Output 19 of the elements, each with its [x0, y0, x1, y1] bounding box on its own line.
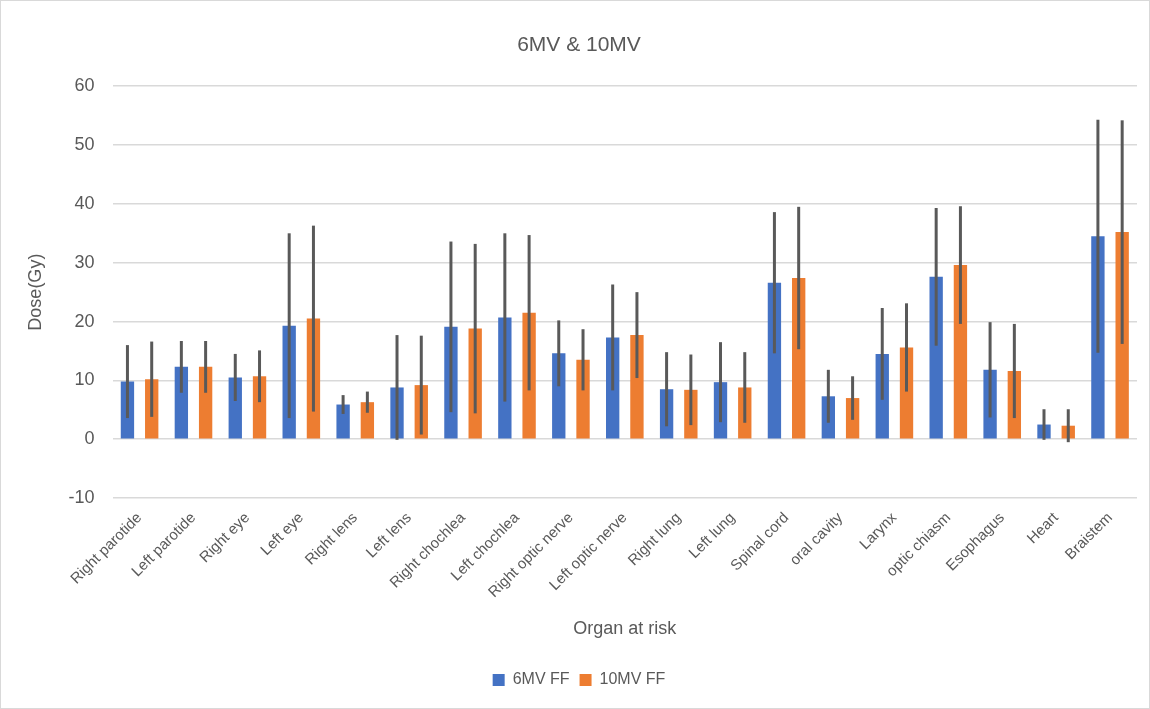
y-tick-label: 30 [74, 251, 95, 272]
y-tick-label: 50 [74, 134, 95, 155]
y-tick-label: 10 [74, 369, 95, 390]
bar [630, 335, 644, 439]
y-tick-label: 60 [74, 75, 95, 96]
legend-label: 6MV FF [512, 670, 570, 688]
bar [336, 404, 350, 439]
bar [360, 402, 375, 439]
bar [953, 265, 968, 439]
y-tick-label: 20 [74, 310, 95, 331]
bar [576, 359, 590, 439]
y-tick-label: 0 [84, 428, 95, 449]
y-axis-title: Dose(Gy) [24, 253, 45, 331]
y-tick-label: -10 [68, 487, 95, 508]
bar [929, 276, 943, 439]
legend-label: 10MV FF [599, 670, 666, 688]
x-axis-title: Organ at risk [573, 618, 678, 639]
chart-title: 6MV & 10MV [517, 32, 641, 56]
y-tick-label: 40 [74, 192, 95, 213]
